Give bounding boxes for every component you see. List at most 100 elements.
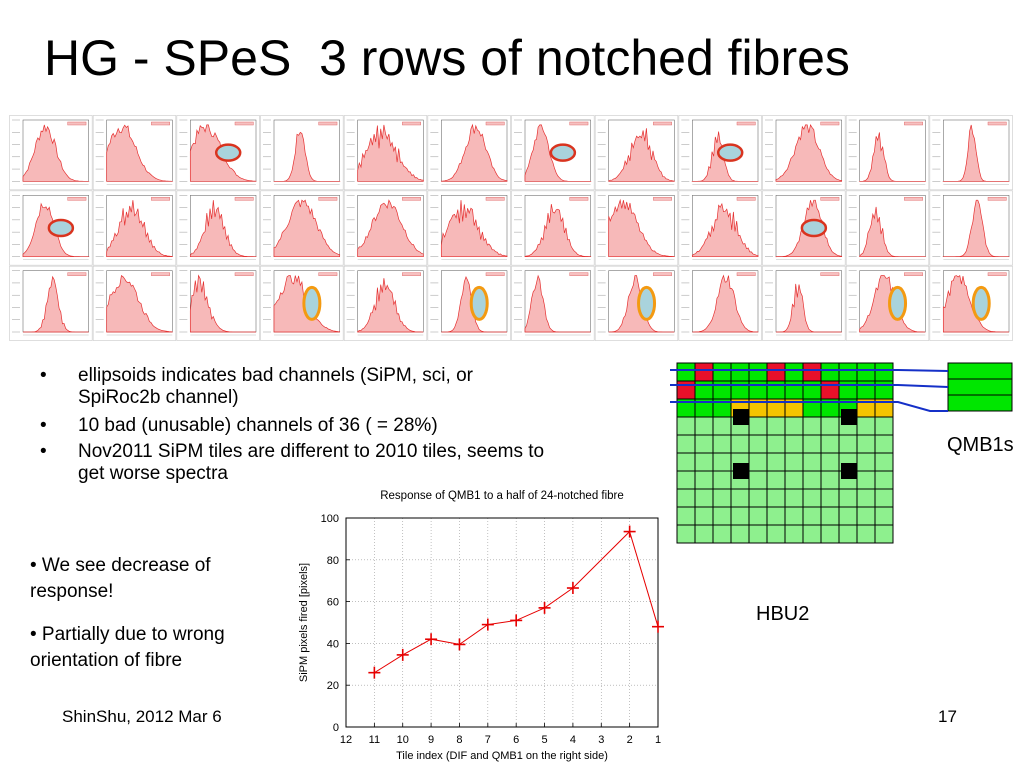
hbu-tile (802, 506, 822, 526)
hbu-tile (820, 488, 840, 508)
histogram-curve (775, 123, 843, 182)
footer-text: ShinShu, 2012 Mar 6 (62, 707, 222, 726)
histogram-curve (273, 131, 341, 182)
bad-channel-ellipse (549, 143, 577, 162)
hbu-tile (820, 506, 840, 526)
hbu-tile (784, 416, 804, 436)
hbu-tile (676, 416, 696, 436)
histogram-curve (189, 274, 256, 333)
hbu-tile (766, 506, 786, 526)
x-tick-label: 1 (655, 734, 661, 746)
hbu-tile (766, 452, 786, 472)
histogram-legend (151, 272, 170, 276)
histogram-legend (318, 197, 338, 201)
qmb-label: QMB1s (947, 434, 1014, 456)
hbu-tile (874, 434, 894, 454)
hbu-tile (748, 380, 768, 400)
response-chart: Response of QMB1 to a half of 24-notched… (298, 490, 664, 762)
x-tick-label: 3 (598, 734, 604, 746)
bad-channel-ellipse (214, 143, 242, 162)
histogram-legend (67, 197, 87, 201)
hbu-tile (766, 470, 786, 490)
hbu-label: HBU2 (756, 603, 810, 625)
hbu-tile (694, 380, 714, 400)
hbu-tile (784, 434, 804, 454)
hbu-tile (694, 524, 714, 544)
hbu-tile (730, 488, 750, 508)
fibre-line (670, 401, 948, 412)
hbu-tile (874, 524, 894, 544)
note-orientation: • Partially due to wrong orientation of … (30, 624, 225, 671)
data-point (566, 582, 579, 595)
hbu-tile (784, 470, 804, 490)
histogram-legend (736, 197, 756, 201)
histogram-legend (653, 272, 672, 276)
histogram-legend (485, 197, 505, 201)
series-line (374, 530, 659, 674)
hbu-tile (712, 416, 732, 436)
hbu-tile (802, 470, 822, 490)
hbu-tile (838, 506, 858, 526)
hbu-tile (730, 362, 750, 382)
hbu-tile (820, 362, 840, 382)
histogram-curve (106, 124, 174, 182)
hbu-tile (874, 470, 894, 490)
connector-square (733, 409, 749, 425)
chart-title: Response of QMB1 to a half of 24-notched… (380, 490, 624, 502)
histogram-curve (942, 199, 1010, 258)
hbu-tile (856, 470, 876, 490)
histogram-legend (151, 121, 170, 126)
bullet-text: ellipsoids indicates bad channels (SiPM,… (78, 365, 473, 408)
histogram-legend (318, 121, 338, 126)
hbu-tile (766, 362, 786, 382)
x-axis-label: Tile index (DIF and QMB1 on the right si… (396, 750, 608, 762)
hbu-tile (712, 470, 732, 490)
histogram-curve (859, 206, 927, 258)
hbu-tile (802, 452, 822, 472)
histogram-curve (22, 124, 90, 182)
histogram-curve (524, 274, 591, 333)
y-tick-label: 0 (333, 722, 339, 734)
hbu-tile (802, 434, 822, 454)
hbu-tile (784, 524, 804, 544)
bad-channel-ellipse (888, 285, 908, 321)
hbu-tile (730, 380, 750, 400)
hbu-tile (802, 524, 822, 544)
histogram-legend (904, 197, 923, 201)
bullet-marker: • (40, 415, 47, 436)
hbu-tile (784, 380, 804, 400)
hbu-tile (838, 488, 858, 508)
histogram-curve (440, 200, 508, 258)
hbu-tile (676, 380, 696, 400)
qmb-box (947, 394, 1013, 412)
bad-channel-ellipse (637, 285, 657, 321)
hbu-tile (712, 506, 732, 526)
histogram-panel (511, 265, 595, 341)
histogram-legend (904, 272, 923, 276)
histogram-legend (485, 272, 505, 276)
connector-square (733, 463, 749, 479)
qmb-box (947, 362, 1013, 380)
hbu-tile (712, 452, 732, 472)
hbu-tile (766, 524, 786, 544)
histogram-curve (357, 278, 424, 333)
hbu-tile (856, 524, 876, 544)
histogram-curve (608, 198, 675, 258)
hbu-tile (748, 488, 768, 508)
histogram-curve (23, 275, 89, 333)
hbu-tile (748, 452, 768, 472)
histogram-curve (106, 200, 173, 258)
bullet-text: 10 bad (unusable) channels of 36 ( = 28%… (78, 415, 438, 436)
hbu-tile (694, 470, 714, 490)
x-tick-label: 11 (369, 734, 380, 746)
bullet-marker: • (40, 441, 47, 462)
page-title: HG - SPeS 3 rows of notched fibres (44, 30, 850, 86)
histogram-legend (987, 272, 1007, 276)
hbu-tile (676, 452, 696, 472)
histogram-curve (691, 202, 759, 258)
hbu-tile (874, 380, 894, 400)
y-tick-label: 100 (321, 513, 339, 525)
hbu-tile (874, 416, 894, 436)
histogram-curve (776, 283, 842, 333)
data-point (453, 638, 466, 651)
